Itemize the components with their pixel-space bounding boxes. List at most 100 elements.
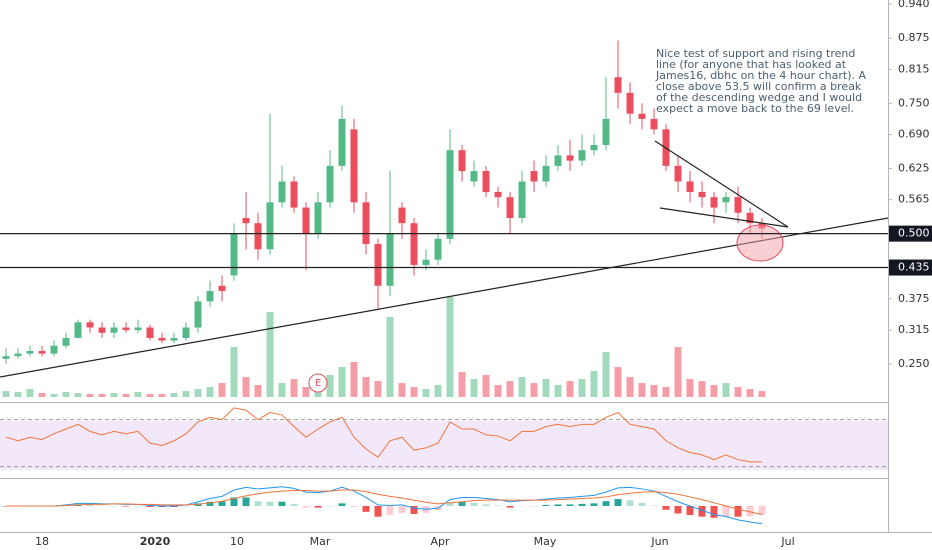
volume-bar — [722, 383, 730, 397]
volume-bar — [86, 394, 94, 397]
volume-bar — [674, 347, 682, 397]
annotation-line: close above 53.5 will confirm a break — [656, 80, 862, 93]
candle-body — [458, 150, 466, 172]
volume-bar — [362, 377, 370, 397]
candle-body — [362, 202, 370, 245]
candle-body — [254, 223, 262, 250]
volume-bar — [614, 367, 622, 397]
candle-body — [410, 223, 418, 265]
volume-bar — [122, 394, 130, 397]
volume-bar — [38, 393, 46, 397]
x-tick-label: 10 — [230, 535, 244, 548]
candle-body — [338, 118, 346, 166]
macd-histogram-bar — [398, 506, 406, 513]
candle-body — [314, 202, 322, 234]
candle-body — [722, 197, 730, 203]
candle-body — [98, 327, 106, 333]
macd-histogram-bar — [734, 506, 742, 517]
volume-bar — [194, 389, 202, 397]
macd-histogram-bar — [170, 506, 178, 508]
wedge-upper — [654, 140, 789, 228]
y-tick-label: 0.250 — [898, 357, 930, 370]
volume-bar — [386, 317, 394, 397]
macd-histogram-bar — [158, 506, 166, 508]
volume-bar — [758, 391, 766, 397]
macd-histogram-bar — [602, 501, 610, 506]
candle-body — [302, 207, 310, 234]
candle-body — [518, 181, 526, 218]
candle-body — [170, 337, 178, 341]
macd-histogram-bar — [134, 506, 142, 507]
volume-bar — [458, 372, 466, 397]
volume-bar — [170, 393, 178, 397]
volume-bar — [566, 381, 574, 397]
annotation-line: of the descending wedge and I would — [656, 91, 862, 104]
candle-body — [218, 285, 226, 292]
candle-body — [746, 212, 754, 224]
volume-bar — [434, 385, 442, 397]
y-tick-label: 0.315 — [898, 323, 930, 336]
level-label: 0.435 — [898, 261, 930, 274]
macd-histogram-bar — [758, 506, 766, 516]
candle-body — [674, 165, 682, 182]
earnings-label: E — [315, 378, 321, 389]
volume-bar — [470, 379, 478, 397]
candle-body — [386, 233, 394, 286]
macd-histogram-bar — [566, 504, 574, 506]
volume-bar — [158, 394, 166, 397]
macd-histogram-bar — [710, 506, 718, 518]
annotation-line: line (for anyone that has looked at — [656, 58, 847, 71]
macd-histogram-bar — [482, 504, 490, 506]
macd-histogram-bar — [326, 506, 334, 507]
macd-histogram-bar — [470, 502, 478, 506]
macd-histogram-bar — [122, 506, 130, 507]
volume-bar — [398, 383, 406, 397]
macd-histogram-bar — [506, 506, 514, 508]
macd-histogram-bar — [266, 501, 274, 506]
candle-body — [398, 207, 406, 224]
volume-bar — [26, 389, 34, 397]
macd-histogram-bar — [338, 503, 346, 506]
macd-histogram-bar — [302, 506, 310, 508]
macd-histogram-bar — [110, 506, 118, 507]
volume-bar — [206, 387, 214, 397]
macd-histogram-bar — [542, 504, 550, 506]
candle-body — [242, 217, 250, 224]
annotation-line: Nice test of support and rising trend — [656, 47, 855, 60]
earnings-marker[interactable] — [308, 373, 328, 393]
volume-bar — [482, 375, 490, 397]
volume-bar — [350, 362, 358, 397]
macd-histogram-bar — [242, 497, 250, 506]
volume-bar — [602, 352, 610, 397]
y-tick-label: 0.875 — [898, 31, 930, 44]
macd-histogram-bar — [578, 503, 586, 506]
signal-line — [6, 489, 763, 516]
volume-bar — [698, 381, 706, 397]
volume-bar — [74, 393, 82, 397]
candle-body — [650, 118, 658, 130]
macd-histogram-bar — [530, 506, 538, 507]
candle-body — [530, 171, 538, 182]
macd-histogram-bar — [722, 506, 730, 517]
y-tick-label: 0.940 — [898, 0, 930, 10]
volume-bar — [422, 389, 430, 397]
volume-bar — [134, 392, 142, 397]
candle-body — [482, 171, 490, 192]
x-tick-label: Jul — [780, 535, 794, 548]
volume-bar — [182, 391, 190, 397]
candle-body — [122, 327, 130, 331]
candle-body — [626, 92, 634, 114]
candle-body — [290, 181, 298, 208]
macd-histogram-bar — [146, 506, 154, 508]
macd-histogram-bar — [446, 502, 454, 506]
annotation-line: expect a move back to the 69 level. — [656, 102, 854, 115]
macd-histogram-bar — [278, 501, 286, 506]
candle-body — [182, 327, 190, 338]
candle-body — [698, 191, 706, 198]
macd-histogram-bar — [182, 506, 190, 507]
volume-bar — [254, 385, 262, 397]
macd-histogram-bar — [98, 505, 106, 506]
volume-bar — [734, 387, 742, 397]
candle-body — [422, 259, 430, 265]
